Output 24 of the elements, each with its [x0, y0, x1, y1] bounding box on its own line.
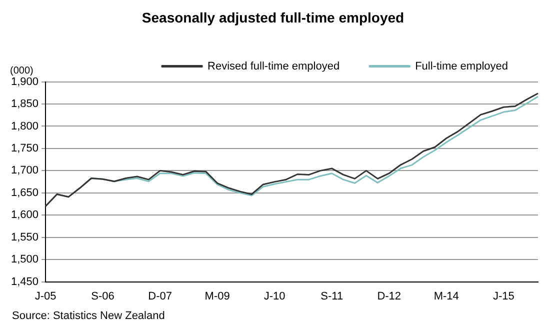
y-tick-label: 1,550	[10, 231, 39, 244]
x-tick-label: S-06	[91, 290, 114, 302]
legend-label: Revised full-time employed	[208, 60, 340, 72]
x-tick-label: J-15	[492, 290, 514, 302]
y-tick-label: 1,600	[10, 209, 39, 222]
x-tick-label: M-09	[204, 290, 230, 302]
chart-title: Seasonally adjusted full-time employed	[142, 9, 404, 26]
source-note: Source: Statistics New Zealand	[12, 310, 166, 322]
x-tick-label: S-11	[320, 290, 344, 302]
x-tick-label: D-12	[377, 290, 402, 302]
y-axis-title: (000)	[10, 66, 34, 77]
y-tick-label: 1,850	[10, 98, 39, 110]
y-tick-label: 1,900	[10, 76, 39, 88]
y-tick-label: 1,500	[10, 254, 39, 266]
legend-label: Full-time employed	[415, 60, 508, 72]
y-tick-label: 1,650	[10, 186, 39, 199]
y-tick-label: 1,450	[10, 276, 39, 288]
x-tick-label: D-07	[148, 290, 172, 302]
x-tick-label: J-10	[264, 290, 286, 302]
x-tick-label: M-14	[434, 290, 459, 302]
y-tick-label: 1,800	[10, 120, 39, 132]
y-tick-label: 1,700	[10, 164, 39, 177]
x-tick-label: J-05	[34, 290, 56, 302]
y-tick-label: 1,750	[10, 142, 39, 154]
